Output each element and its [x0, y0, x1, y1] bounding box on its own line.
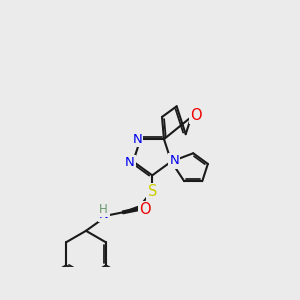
- Text: N: N: [99, 208, 109, 221]
- Text: N: N: [169, 154, 179, 167]
- Text: N: N: [133, 133, 142, 146]
- Text: N: N: [125, 156, 135, 169]
- Text: O: O: [190, 108, 202, 123]
- Text: O: O: [139, 202, 150, 217]
- Text: H: H: [99, 203, 108, 216]
- Text: N: N: [169, 155, 179, 168]
- Text: S: S: [148, 184, 157, 199]
